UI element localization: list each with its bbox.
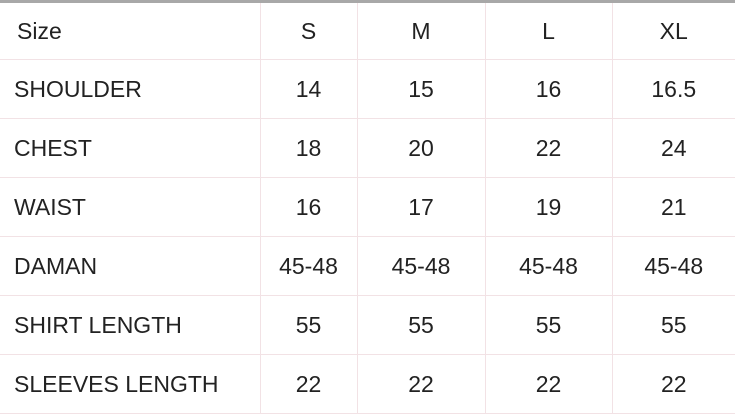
size-value: 24: [611, 118, 735, 178]
size-value: 45-48: [356, 236, 486, 296]
size-value: 19: [484, 177, 613, 237]
size-value: 55: [259, 295, 358, 355]
table-header-row: Size S M L XL: [0, 3, 735, 60]
size-value: 22: [611, 354, 735, 414]
size-value: 55: [356, 295, 486, 355]
table-row: WAIST 16 17 19 21: [0, 177, 735, 237]
size-value: 17: [356, 177, 486, 237]
size-value: 22: [259, 354, 358, 414]
row-label: Size: [0, 3, 261, 60]
size-value: 16: [484, 59, 613, 119]
size-value: L: [484, 3, 613, 60]
size-value: 22: [356, 354, 486, 414]
size-value: 55: [611, 295, 735, 355]
size-chart-table: Size S M L XL SHOULDER 14 15 16 16.5 CHEST 18 20 22 24…: [0, 3, 735, 414]
size-value: 22: [484, 354, 613, 414]
row-label: SHIRT LENGTH: [0, 295, 261, 355]
table-row: CHEST 18 20 22 24: [0, 118, 735, 178]
table-row: SHOULDER 14 15 16 16.5: [0, 59, 735, 119]
size-value: 21: [611, 177, 735, 237]
table-row: SLEEVES LENGTH 22 22 22 22: [0, 354, 735, 414]
size-value: 15: [356, 59, 486, 119]
size-value: 14: [259, 59, 358, 119]
size-value: 45-48: [611, 236, 735, 296]
row-label: SLEEVES LENGTH: [0, 354, 261, 414]
size-value: 45-48: [484, 236, 613, 296]
size-value: 18: [259, 118, 358, 178]
size-value: 45-48: [259, 236, 358, 296]
size-value: 20: [356, 118, 486, 178]
size-value: S: [259, 3, 358, 60]
table-row: SHIRT LENGTH 55 55 55 55: [0, 295, 735, 355]
row-label: DAMAN: [0, 236, 261, 296]
table-row: DAMAN 45-48 45-48 45-48 45-48: [0, 236, 735, 296]
row-label: CHEST: [0, 118, 261, 178]
row-label: WAIST: [0, 177, 261, 237]
size-value: 16.5: [611, 59, 735, 119]
row-label: SHOULDER: [0, 59, 261, 119]
size-value: M: [356, 3, 486, 60]
size-value: 16: [259, 177, 358, 237]
size-value: 22: [484, 118, 613, 178]
top-divider: [0, 0, 735, 3]
size-value: 55: [484, 295, 613, 355]
size-value: XL: [611, 3, 735, 60]
